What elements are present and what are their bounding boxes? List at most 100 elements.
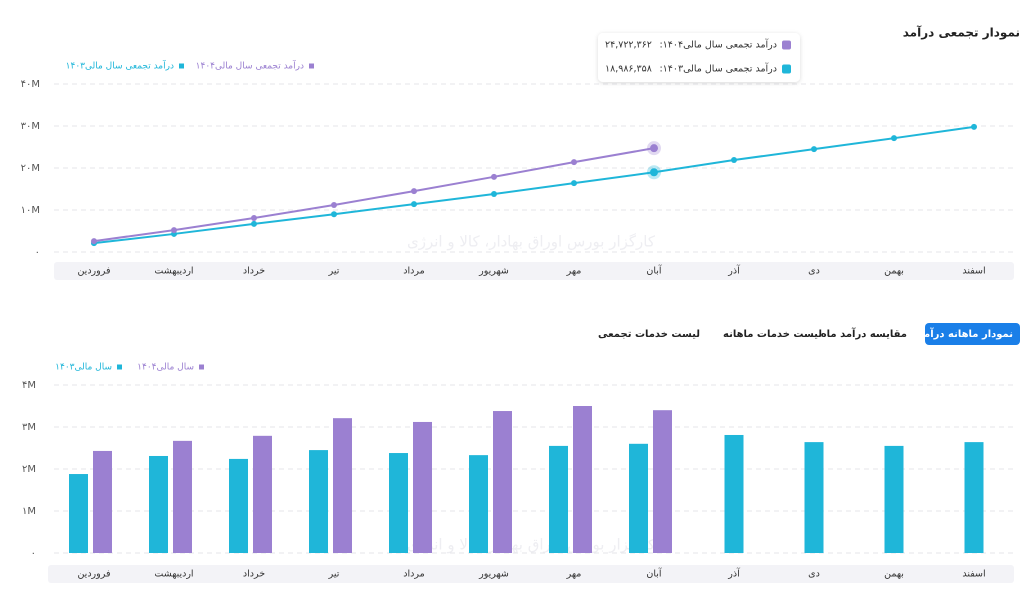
bar — [724, 434, 744, 553]
x-tick-label: تیر — [328, 569, 340, 580]
bar — [964, 442, 984, 553]
legend-marker — [309, 63, 314, 69]
tooltip-value: ۲۴,۷۲۲,۳۶۲ — [605, 40, 652, 51]
bar — [469, 455, 488, 553]
tooltip-label: درآمد تجمعی سال مالی۱۴۰۳: — [659, 62, 777, 75]
point — [491, 191, 497, 198]
y-tick-label: ۰ — [35, 247, 40, 258]
legend-label: سال مالی۱۴۰۳ — [55, 363, 112, 373]
x-tick-label: آذر — [727, 264, 740, 277]
point — [491, 173, 497, 180]
point — [411, 201, 417, 208]
x-tick-label: آبان — [646, 264, 662, 277]
x-axis-band — [54, 262, 1014, 280]
x-tick-label: شهریور — [478, 569, 509, 580]
point — [811, 146, 817, 153]
point — [731, 157, 737, 164]
x-tick-label: مهر — [566, 569, 582, 580]
point — [411, 188, 417, 195]
point — [650, 144, 658, 153]
x-tick-label: خرداد — [243, 266, 265, 277]
x-tick-label: اردیبهشت — [154, 266, 193, 277]
x-tick-label: مرداد — [403, 569, 424, 580]
watermark: کارگزار بورس اوراق بهادار، کالا و انرژی — [407, 536, 656, 554]
bar — [884, 445, 904, 553]
line — [93, 147, 655, 243]
bar — [69, 474, 88, 553]
tab[interactable]: لیست خدمات ماهانه — [723, 329, 822, 340]
y-tick-label: ۲۰M — [21, 163, 40, 174]
bar — [149, 455, 168, 553]
point — [251, 214, 257, 221]
legend-label: درآمد تجمعی سال مالی۱۴۰۳ — [66, 60, 174, 72]
bar — [573, 406, 592, 553]
point — [331, 211, 337, 218]
tooltip-label: درآمد تجمعی سال مالی۱۴۰۴: — [659, 38, 777, 51]
x-tick-label: شهریور — [478, 266, 509, 277]
y-tick-label: ۱۰M — [21, 205, 40, 216]
point — [331, 201, 337, 208]
point — [571, 180, 577, 187]
x-tick-label: فروردین — [77, 266, 110, 277]
tab[interactable]: لیست خدمات تجمعی — [598, 329, 700, 340]
legend-label: سال مالی۱۴۰۴ — [137, 363, 194, 373]
x-tick-label: بهمن — [884, 266, 904, 277]
bar — [253, 435, 272, 553]
x-tick-label: مرداد — [403, 266, 424, 277]
tab[interactable]: نمودار ماهانه درآمد — [918, 327, 1013, 340]
y-tick-label: ۴۰M — [21, 79, 40, 90]
tooltip-marker — [782, 40, 791, 50]
x-tick-label: تیر — [328, 266, 340, 277]
bar — [229, 458, 248, 553]
line — [93, 125, 975, 245]
bar — [333, 418, 352, 553]
y-tick-label: ۱M — [22, 506, 36, 517]
x-tick-label: دی — [808, 569, 820, 580]
point — [971, 123, 977, 130]
y-tick-label: ۲M — [22, 464, 36, 475]
watermark: کارگزار بورس اوراق بهادار، کالا و انرژی — [407, 233, 656, 251]
x-tick-label: آذر — [727, 567, 740, 580]
tab[interactable]: مقایسه درآمد ماه — [821, 327, 907, 340]
tooltip-marker — [782, 64, 791, 74]
tooltip-value: ۱۸,۹۸۶,۳۵۸ — [605, 64, 652, 75]
point — [171, 227, 177, 234]
bar — [629, 443, 648, 553]
x-tick-label: خرداد — [243, 569, 265, 580]
legend-marker — [199, 364, 204, 370]
tooltip-box — [598, 33, 800, 82]
y-tick-label: ۴M — [22, 380, 36, 391]
x-tick-label: بهمن — [884, 569, 904, 580]
x-tick-label: اسفند — [962, 569, 985, 580]
point — [571, 159, 577, 166]
chart-title: نمودار تجمعی درآمد — [903, 25, 1020, 41]
x-tick-label: فروردین — [77, 569, 110, 580]
x-tick-label: مهر — [566, 266, 582, 277]
x-tick-label: آبان — [646, 567, 662, 580]
bar — [493, 411, 512, 553]
x-tick-label: اسفند — [962, 266, 985, 277]
x-axis-band — [48, 565, 1014, 583]
bar — [549, 445, 568, 553]
y-tick-label: ۳M — [22, 422, 36, 433]
point — [91, 238, 97, 245]
bar — [309, 450, 328, 553]
y-tick-label: ۳۰M — [21, 121, 40, 132]
legend-label: درآمد تجمعی سال مالی۱۴۰۴ — [196, 60, 304, 72]
bar — [653, 410, 672, 553]
bar — [173, 440, 192, 553]
bar — [93, 450, 112, 553]
legend-marker — [179, 63, 184, 69]
active-tab-bg[interactable] — [925, 323, 1020, 345]
bar — [389, 453, 408, 553]
point — [891, 135, 897, 142]
y-tick-label: ۰ — [31, 548, 36, 559]
legend-marker — [117, 364, 122, 370]
bar — [413, 421, 432, 553]
point — [650, 168, 658, 177]
x-tick-label: دی — [808, 266, 820, 277]
x-tick-label: اردیبهشت — [154, 569, 193, 580]
bar — [804, 442, 824, 553]
point — [251, 220, 257, 227]
